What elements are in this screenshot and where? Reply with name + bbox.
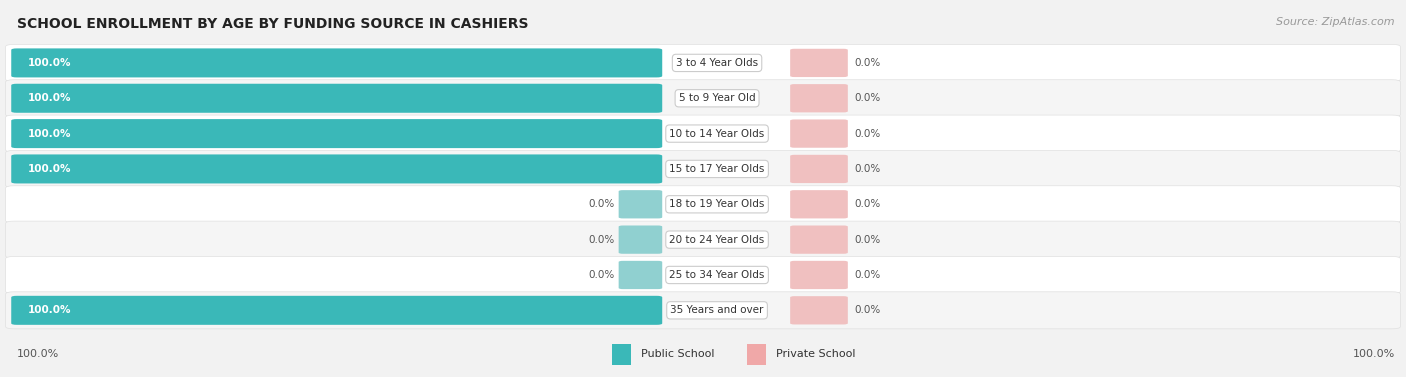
FancyBboxPatch shape [790,190,848,218]
FancyBboxPatch shape [6,186,1400,223]
FancyBboxPatch shape [790,49,848,77]
FancyBboxPatch shape [747,344,766,365]
Text: 15 to 17 Year Olds: 15 to 17 Year Olds [669,164,765,174]
Text: 20 to 24 Year Olds: 20 to 24 Year Olds [669,234,765,245]
Text: SCHOOL ENROLLMENT BY AGE BY FUNDING SOURCE IN CASHIERS: SCHOOL ENROLLMENT BY AGE BY FUNDING SOUR… [17,17,529,31]
Text: 25 to 34 Year Olds: 25 to 34 Year Olds [669,270,765,280]
Text: Public School: Public School [641,349,714,359]
FancyBboxPatch shape [790,84,848,112]
Text: 100.0%: 100.0% [28,305,72,315]
FancyBboxPatch shape [6,44,1400,81]
Text: 18 to 19 Year Olds: 18 to 19 Year Olds [669,199,765,209]
FancyBboxPatch shape [6,292,1400,329]
Text: 0.0%: 0.0% [588,199,614,209]
Text: 0.0%: 0.0% [855,58,882,68]
Text: Private School: Private School [776,349,856,359]
FancyBboxPatch shape [790,120,848,148]
FancyBboxPatch shape [11,296,662,325]
FancyBboxPatch shape [619,190,662,218]
Text: 100.0%: 100.0% [1353,349,1395,359]
Text: 100.0%: 100.0% [28,93,72,103]
FancyBboxPatch shape [6,221,1400,258]
FancyBboxPatch shape [11,119,662,148]
FancyBboxPatch shape [790,296,848,325]
Text: 100.0%: 100.0% [28,58,72,68]
FancyBboxPatch shape [790,261,848,289]
Text: 0.0%: 0.0% [855,199,882,209]
Text: 0.0%: 0.0% [855,234,882,245]
Text: 5 to 9 Year Old: 5 to 9 Year Old [679,93,755,103]
Text: 10 to 14 Year Olds: 10 to 14 Year Olds [669,129,765,139]
FancyBboxPatch shape [11,84,662,113]
Text: 0.0%: 0.0% [855,305,882,315]
Text: 0.0%: 0.0% [588,270,614,280]
Text: 0.0%: 0.0% [855,129,882,139]
FancyBboxPatch shape [6,80,1400,117]
Text: 0.0%: 0.0% [855,270,882,280]
FancyBboxPatch shape [11,48,662,77]
Text: 0.0%: 0.0% [855,164,882,174]
FancyBboxPatch shape [612,344,631,365]
FancyBboxPatch shape [11,155,662,184]
Text: 35 Years and over: 35 Years and over [671,305,763,315]
Text: Source: ZipAtlas.com: Source: ZipAtlas.com [1277,17,1395,27]
Text: 0.0%: 0.0% [855,93,882,103]
FancyBboxPatch shape [790,225,848,254]
Text: 100.0%: 100.0% [28,129,72,139]
Text: 3 to 4 Year Olds: 3 to 4 Year Olds [676,58,758,68]
FancyBboxPatch shape [790,155,848,183]
Text: 0.0%: 0.0% [588,234,614,245]
FancyBboxPatch shape [6,115,1400,152]
FancyBboxPatch shape [6,150,1400,187]
FancyBboxPatch shape [6,256,1400,293]
FancyBboxPatch shape [619,261,662,289]
Text: 100.0%: 100.0% [28,164,72,174]
FancyBboxPatch shape [619,225,662,254]
Text: 100.0%: 100.0% [17,349,59,359]
